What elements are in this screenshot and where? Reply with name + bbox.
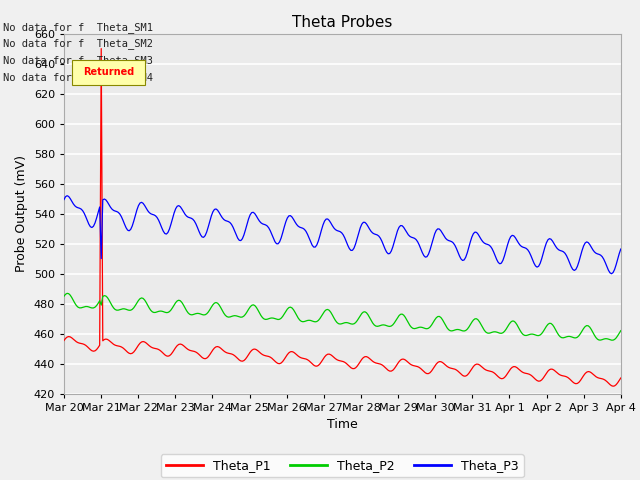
Text: No data for f  Theta_SM2: No data for f Theta_SM2: [3, 38, 153, 49]
Text: No data for f  Theta_SM3: No data for f Theta_SM3: [3, 55, 153, 66]
Text: No data for f  Theta_SM1: No data for f Theta_SM1: [3, 22, 153, 33]
X-axis label: Time: Time: [327, 418, 358, 431]
Title: Theta Probes: Theta Probes: [292, 15, 392, 30]
Text: Returned: Returned: [83, 68, 134, 77]
Legend: Theta_P1, Theta_P2, Theta_P3: Theta_P1, Theta_P2, Theta_P3: [161, 455, 524, 477]
Text: No data for f  Theta_SM4: No data for f Theta_SM4: [3, 72, 153, 83]
Y-axis label: Probe Output (mV): Probe Output (mV): [15, 155, 28, 272]
